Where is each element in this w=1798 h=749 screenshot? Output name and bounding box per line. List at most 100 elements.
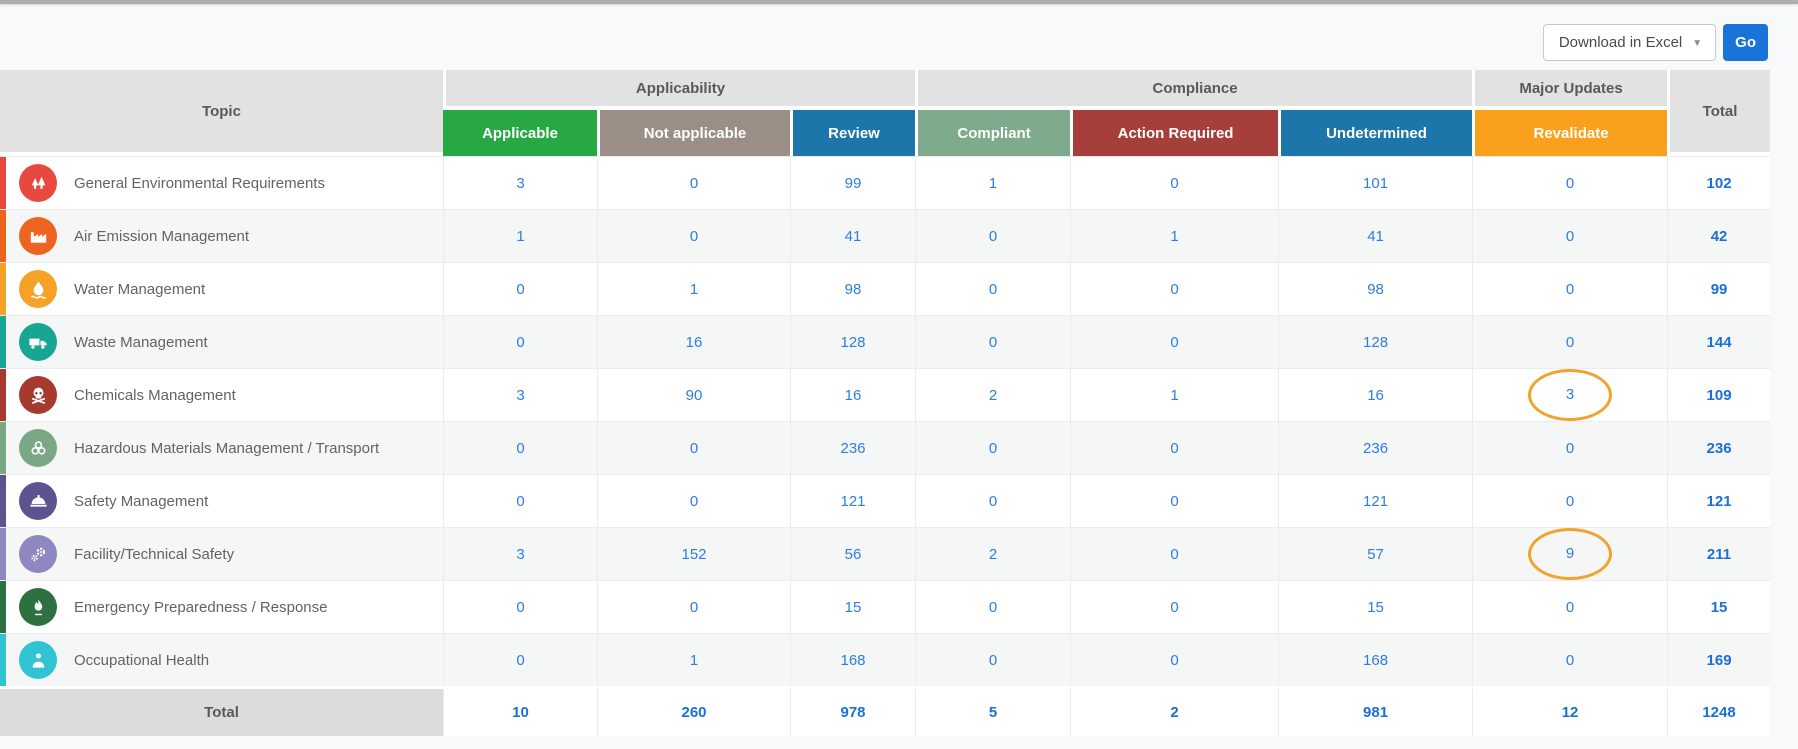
count-link[interactable]: 236 bbox=[840, 439, 866, 457]
count-link[interactable]: 0 bbox=[1170, 333, 1179, 351]
count-link[interactable]: 16 bbox=[685, 333, 703, 351]
count-link[interactable]: 0 bbox=[516, 598, 525, 616]
count-link[interactable]: 2 bbox=[988, 545, 998, 563]
subheader-compliant[interactable]: Compliant bbox=[915, 110, 1071, 156]
count-link[interactable]: 1 bbox=[988, 174, 998, 192]
count-link[interactable]: 98 bbox=[844, 280, 862, 298]
count-link[interactable]: 0 bbox=[1170, 651, 1179, 669]
value-cell: 1 bbox=[597, 262, 790, 315]
count-link[interactable]: 0 bbox=[988, 651, 998, 669]
grand-total-link[interactable]: 1248 bbox=[1702, 704, 1736, 721]
row-total-link[interactable]: 144 bbox=[1706, 333, 1732, 351]
count-link[interactable]: 0 bbox=[988, 333, 998, 351]
count-link[interactable]: 0 bbox=[689, 174, 699, 192]
count-link[interactable]: 0 bbox=[1565, 227, 1575, 245]
count-link[interactable]: 0 bbox=[1170, 545, 1179, 563]
count-link[interactable]: 1 bbox=[689, 651, 699, 669]
column-total-link[interactable]: 978 bbox=[840, 704, 866, 721]
count-link[interactable]: 0 bbox=[689, 439, 699, 457]
count-link[interactable]: 1 bbox=[1170, 386, 1179, 404]
count-link[interactable]: 0 bbox=[1565, 598, 1575, 616]
count-link[interactable]: 3 bbox=[516, 386, 525, 404]
row-total-link[interactable]: 169 bbox=[1706, 651, 1732, 669]
column-total-link[interactable]: 981 bbox=[1363, 704, 1389, 721]
subheader-undetermined[interactable]: Undetermined bbox=[1278, 110, 1473, 156]
column-total-link[interactable]: 2 bbox=[1170, 704, 1179, 721]
count-link[interactable]: 41 bbox=[844, 227, 862, 245]
value-cell: 2 bbox=[915, 527, 1071, 580]
row-total-link[interactable]: 102 bbox=[1706, 174, 1732, 192]
count-link[interactable]: 0 bbox=[516, 333, 525, 351]
subheader-not-applicable[interactable]: Not applicable bbox=[597, 110, 790, 156]
count-link[interactable]: 0 bbox=[988, 227, 998, 245]
subheader-review[interactable]: Review bbox=[790, 110, 916, 156]
count-link[interactable]: 1 bbox=[1170, 227, 1179, 245]
count-link[interactable]: 152 bbox=[681, 545, 707, 563]
count-link[interactable]: 0 bbox=[988, 439, 998, 457]
subheader-revalidate[interactable]: Revalidate bbox=[1472, 110, 1668, 156]
row-total-link[interactable]: 236 bbox=[1706, 439, 1732, 457]
count-link[interactable]: 90 bbox=[685, 386, 703, 404]
count-link[interactable]: 0 bbox=[516, 439, 525, 457]
count-link[interactable]: 2 bbox=[988, 386, 998, 404]
count-link[interactable]: 0 bbox=[1170, 280, 1179, 298]
count-link[interactable]: 1 bbox=[689, 280, 699, 298]
count-link[interactable]: 0 bbox=[988, 492, 998, 510]
count-link[interactable]: 236 bbox=[1363, 439, 1389, 457]
count-link[interactable]: 0 bbox=[1170, 439, 1179, 457]
count-link[interactable]: 0 bbox=[689, 227, 699, 245]
count-link[interactable]: 0 bbox=[1565, 651, 1575, 669]
subheader-applicable[interactable]: Applicable bbox=[443, 110, 597, 156]
count-link[interactable]: 168 bbox=[1363, 651, 1389, 669]
count-link[interactable]: 0 bbox=[516, 651, 525, 669]
count-link[interactable]: 0 bbox=[1170, 598, 1179, 616]
count-link[interactable]: 98 bbox=[1367, 280, 1384, 298]
count-link[interactable]: 0 bbox=[988, 598, 998, 616]
row-total-link[interactable]: 121 bbox=[1706, 492, 1732, 510]
count-link[interactable]: 0 bbox=[988, 280, 998, 298]
column-total-link[interactable]: 5 bbox=[988, 704, 998, 721]
count-link[interactable]: 41 bbox=[1367, 227, 1384, 245]
count-link[interactable]: 121 bbox=[840, 492, 866, 510]
row-total-link[interactable]: 109 bbox=[1706, 386, 1732, 404]
row-total-link[interactable]: 99 bbox=[1710, 280, 1728, 298]
count-link[interactable]: 15 bbox=[1367, 598, 1384, 616]
count-link[interactable]: 128 bbox=[1363, 333, 1389, 351]
count-link[interactable]: 0 bbox=[1170, 492, 1179, 510]
count-link[interactable]: 121 bbox=[1363, 492, 1389, 510]
count-link[interactable]: 15 bbox=[844, 598, 862, 616]
go-button[interactable]: Go bbox=[1723, 24, 1768, 61]
count-link[interactable]: 3 bbox=[516, 545, 525, 563]
count-link[interactable]: 0 bbox=[689, 598, 699, 616]
count-link[interactable]: 0 bbox=[1565, 174, 1575, 192]
row-total-link[interactable]: 211 bbox=[1706, 545, 1732, 563]
count-link[interactable]: 101 bbox=[1363, 174, 1389, 192]
count-link[interactable]: 0 bbox=[516, 280, 525, 298]
row-total-link[interactable]: 15 bbox=[1710, 598, 1728, 616]
count-link[interactable]: 0 bbox=[1170, 174, 1179, 192]
count-link[interactable]: 57 bbox=[1367, 545, 1384, 563]
count-link[interactable]: 3 bbox=[516, 174, 525, 192]
count-link[interactable]: 168 bbox=[840, 651, 866, 669]
count-link[interactable]: 0 bbox=[516, 492, 525, 510]
count-link[interactable]: 0 bbox=[1565, 439, 1575, 457]
count-link[interactable]: 0 bbox=[1565, 492, 1575, 510]
subheader-action-required[interactable]: Action Required bbox=[1070, 110, 1279, 156]
row-total-link[interactable]: 42 bbox=[1710, 227, 1728, 245]
count-link[interactable]: 128 bbox=[840, 333, 866, 351]
count-link[interactable]: 56 bbox=[844, 545, 862, 563]
download-select[interactable]: Download in Excel ▼ bbox=[1542, 24, 1717, 61]
column-total-link[interactable]: 10 bbox=[512, 704, 529, 721]
count-link[interactable]: 0 bbox=[1565, 280, 1575, 298]
count-link[interactable]: 1 bbox=[516, 227, 525, 245]
column-total-link[interactable]: 260 bbox=[681, 704, 707, 721]
count-link[interactable]: 9 bbox=[1565, 545, 1575, 562]
count-link[interactable]: 99 bbox=[844, 174, 862, 192]
count-link[interactable]: 16 bbox=[1367, 386, 1384, 404]
count-link[interactable]: 0 bbox=[1565, 333, 1575, 351]
count-link[interactable]: 16 bbox=[844, 386, 862, 404]
count-link[interactable]: 0 bbox=[689, 492, 699, 510]
column-total-link[interactable]: 12 bbox=[1561, 704, 1579, 721]
garbage-truck-icon bbox=[19, 323, 57, 361]
count-link[interactable]: 3 bbox=[1565, 386, 1575, 403]
